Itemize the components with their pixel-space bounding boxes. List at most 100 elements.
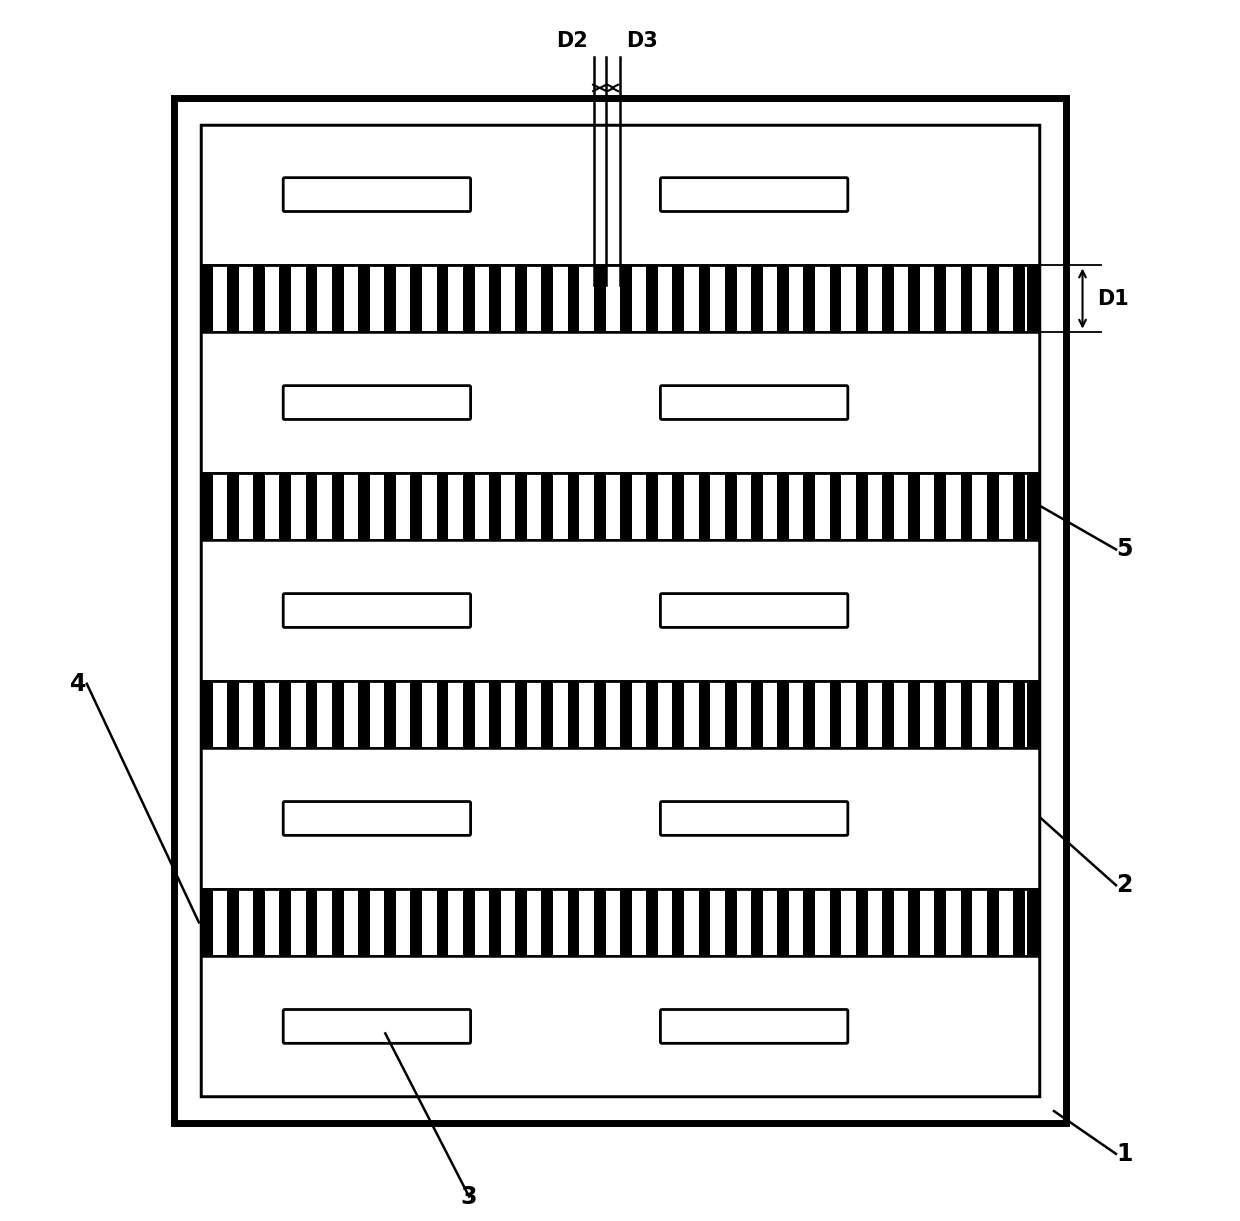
Bar [384,474,396,540]
Bar [882,266,894,331]
Bar [620,890,632,955]
Bar [856,890,868,955]
Bar [804,474,815,540]
Text: 1: 1 [1116,1142,1132,1166]
Bar [279,474,291,540]
Bar [908,681,920,747]
Bar [201,125,1039,1096]
Bar [935,681,946,747]
Bar [201,680,1039,748]
Bar [804,890,815,955]
Bar [279,681,291,747]
Bar [882,474,894,540]
Bar [1013,474,1024,540]
Bar [672,890,684,955]
Bar [516,890,527,955]
Bar [698,474,711,540]
Bar [436,681,449,747]
Bar [1013,890,1024,955]
Bar [410,681,423,747]
Bar [489,266,501,331]
Bar [410,890,423,955]
Bar [882,681,894,747]
FancyBboxPatch shape [283,178,471,211]
Bar [882,890,894,955]
Bar [542,266,553,331]
Bar [935,474,946,540]
Bar [279,266,291,331]
FancyBboxPatch shape [661,178,848,211]
Bar [698,266,711,331]
Bar [279,890,291,955]
Bar [1013,681,1024,747]
Bar [306,266,317,331]
Bar [384,890,396,955]
FancyBboxPatch shape [283,386,471,420]
Bar [961,681,972,747]
Bar [201,889,1039,956]
Bar [594,890,605,955]
Bar [646,890,658,955]
Text: 3: 3 [461,1184,477,1209]
Bar [646,474,658,540]
Bar [516,266,527,331]
Bar [961,474,972,540]
Bar [830,266,842,331]
Bar [410,474,423,540]
Bar [908,890,920,955]
Bar [935,890,946,955]
Bar [201,265,1039,332]
Bar [306,474,317,540]
Bar [987,266,998,331]
Bar [724,474,737,540]
Bar [489,890,501,955]
Bar [908,266,920,331]
Bar [987,890,998,955]
Bar [436,474,449,540]
Bar [306,681,317,747]
Bar [489,681,501,747]
Bar [698,890,711,955]
Bar [516,474,527,540]
Bar [594,474,605,540]
Bar [306,890,317,955]
Bar [436,266,449,331]
FancyBboxPatch shape [661,801,848,835]
Bar [201,266,213,331]
Bar [777,681,789,747]
FancyBboxPatch shape [283,593,471,628]
FancyBboxPatch shape [283,1010,471,1043]
Bar [568,890,579,955]
Bar [201,474,213,540]
Bar [384,681,396,747]
FancyBboxPatch shape [283,801,471,835]
Bar [227,266,239,331]
Bar [935,266,946,331]
Bar [463,474,475,540]
Bar [1027,890,1039,955]
Bar [987,474,998,540]
Bar [410,266,423,331]
Bar [672,474,684,540]
Bar [1013,266,1024,331]
Text: D2: D2 [556,32,588,51]
Bar [332,266,343,331]
Bar [201,890,213,955]
Bar [856,266,868,331]
Bar [358,890,370,955]
Bar [620,266,632,331]
Bar [568,474,579,540]
Bar [908,474,920,540]
Bar [384,266,396,331]
Bar [804,266,815,331]
Bar [358,681,370,747]
Bar [856,474,868,540]
Bar [646,266,658,331]
Bar [804,681,815,747]
Bar [253,474,265,540]
FancyBboxPatch shape [661,1010,848,1043]
Bar [724,890,737,955]
Bar [777,890,789,955]
Bar [332,474,343,540]
Bar [542,681,553,747]
